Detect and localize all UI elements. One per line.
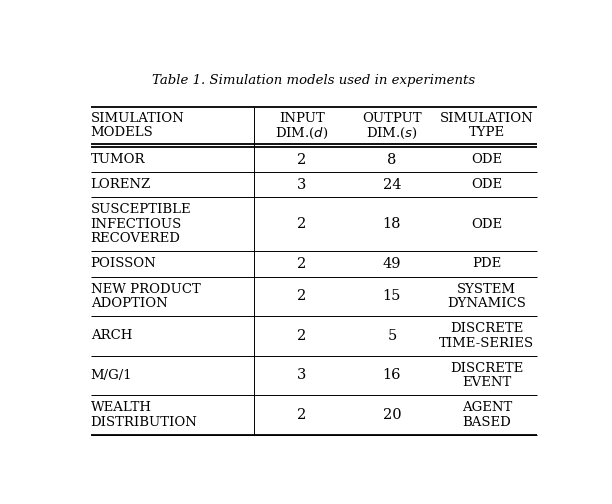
Text: 49: 49 (382, 257, 401, 271)
Text: 3: 3 (297, 368, 307, 383)
Text: DIM.($s$): DIM.($s$) (366, 125, 418, 141)
Text: 2: 2 (297, 257, 307, 271)
Text: ODE: ODE (471, 218, 502, 231)
Text: AGENT: AGENT (461, 401, 512, 414)
Text: ARCH: ARCH (91, 330, 132, 342)
Text: DYNAMICS: DYNAMICS (447, 297, 526, 310)
Text: TYPE: TYPE (469, 127, 505, 140)
Text: DISCRETE: DISCRETE (450, 322, 523, 335)
Text: TUMOR: TUMOR (91, 153, 145, 166)
Text: POISSON: POISSON (91, 258, 157, 271)
Text: 20: 20 (382, 408, 401, 422)
Text: 5: 5 (387, 329, 397, 343)
Text: 15: 15 (382, 289, 401, 303)
Text: DISTRIBUTION: DISTRIBUTION (91, 416, 198, 429)
Text: ODE: ODE (471, 153, 502, 166)
Text: 2: 2 (297, 153, 307, 167)
Text: EVENT: EVENT (462, 376, 512, 389)
Text: 16: 16 (382, 368, 401, 383)
Text: SUSCEPTIBLE: SUSCEPTIBLE (91, 204, 192, 217)
Text: NEW PRODUCT: NEW PRODUCT (91, 283, 201, 296)
Text: SIMULATION: SIMULATION (440, 112, 534, 125)
Text: 24: 24 (382, 178, 401, 192)
Text: PDE: PDE (472, 258, 501, 271)
Text: 2: 2 (297, 217, 307, 231)
Text: LORENZ: LORENZ (91, 178, 151, 192)
Text: 3: 3 (297, 178, 307, 192)
Text: BASED: BASED (463, 416, 511, 429)
Text: DIM.($d$): DIM.($d$) (275, 125, 329, 141)
Text: TIME-SERIES: TIME-SERIES (439, 337, 534, 350)
Text: SIMULATION: SIMULATION (91, 112, 184, 125)
Text: RECOVERED: RECOVERED (91, 232, 181, 245)
Text: INFECTIOUS: INFECTIOUS (91, 218, 182, 231)
Text: ODE: ODE (471, 178, 502, 192)
Text: OUTPUT: OUTPUT (362, 112, 422, 125)
Text: 2: 2 (297, 408, 307, 422)
Text: DISCRETE: DISCRETE (450, 362, 523, 375)
Text: WEALTH: WEALTH (91, 401, 152, 414)
Text: Table 1. Simulation models used in experiments: Table 1. Simulation models used in exper… (152, 74, 475, 87)
Text: SYSTEM: SYSTEM (457, 283, 517, 296)
Text: 2: 2 (297, 289, 307, 303)
Text: MODELS: MODELS (91, 127, 154, 140)
Text: INPUT: INPUT (279, 112, 325, 125)
Text: M/G/1: M/G/1 (91, 369, 132, 382)
Text: 18: 18 (382, 217, 401, 231)
Text: 2: 2 (297, 329, 307, 343)
Text: 8: 8 (387, 153, 397, 167)
Text: ADOPTION: ADOPTION (91, 297, 168, 310)
